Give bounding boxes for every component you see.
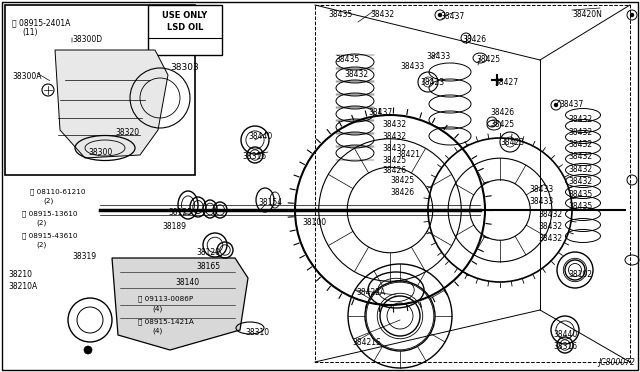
Text: USE ONLY: USE ONLY: [163, 12, 207, 20]
Text: 38432: 38432: [568, 115, 592, 124]
Text: 38210: 38210: [8, 270, 32, 279]
Text: 38435: 38435: [335, 55, 359, 64]
Text: 38432: 38432: [568, 128, 592, 137]
Text: 38432: 38432: [344, 70, 368, 79]
Text: 38310: 38310: [245, 328, 269, 337]
Text: 38437: 38437: [440, 12, 464, 21]
Text: Ⓦ 08915-2401A: Ⓦ 08915-2401A: [12, 18, 70, 27]
Text: 38165: 38165: [196, 262, 220, 271]
Text: Ⓦ 08915-13610: Ⓦ 08915-13610: [22, 210, 77, 217]
Text: 38435: 38435: [568, 190, 592, 199]
Polygon shape: [112, 258, 248, 350]
Text: 38316: 38316: [242, 152, 266, 161]
Text: 38189: 38189: [162, 222, 186, 231]
Text: (4): (4): [152, 328, 163, 334]
Text: 38210A: 38210A: [8, 282, 37, 291]
Text: 38154: 38154: [258, 198, 282, 207]
Circle shape: [438, 13, 442, 17]
Text: 38433: 38433: [529, 185, 553, 194]
Text: 38427: 38427: [494, 78, 518, 87]
Polygon shape: [55, 50, 168, 158]
Text: 38435: 38435: [568, 202, 592, 211]
Text: 38300D: 38300D: [72, 35, 102, 44]
Circle shape: [84, 346, 92, 354]
Text: (2): (2): [36, 242, 46, 248]
Text: 38140: 38140: [175, 278, 199, 287]
Text: 38432: 38432: [382, 120, 406, 129]
Text: 38435: 38435: [328, 10, 352, 19]
Text: 38437: 38437: [368, 108, 392, 117]
Text: 38316: 38316: [553, 342, 577, 351]
Text: 38300A: 38300A: [12, 72, 42, 81]
Text: 38426: 38426: [382, 166, 406, 175]
Text: 38320: 38320: [115, 128, 139, 137]
Text: 38432: 38432: [382, 132, 406, 141]
Text: 38423: 38423: [420, 78, 444, 87]
Text: 38432: 38432: [538, 222, 562, 231]
Text: 38421: 38421: [396, 150, 420, 159]
Text: 38433: 38433: [400, 62, 424, 71]
Text: 38426: 38426: [490, 108, 514, 117]
Circle shape: [554, 103, 558, 107]
Text: Ⓦ 08915-43610: Ⓦ 08915-43610: [22, 232, 77, 238]
Text: 38425: 38425: [390, 176, 414, 185]
Text: 38426: 38426: [390, 188, 414, 197]
Text: (2): (2): [43, 198, 53, 205]
Text: 38432: 38432: [568, 140, 592, 149]
Text: 38100: 38100: [302, 218, 326, 227]
Text: 38303: 38303: [171, 64, 200, 73]
Text: 38425: 38425: [490, 120, 514, 129]
Text: (4): (4): [152, 305, 163, 311]
Text: 38432: 38432: [568, 165, 592, 174]
Text: 38421S: 38421S: [352, 338, 381, 347]
Text: 38440: 38440: [553, 330, 577, 339]
Text: 38432: 38432: [382, 144, 406, 153]
Text: Ⓑ 08110-61210: Ⓑ 08110-61210: [30, 188, 86, 195]
Text: 38432: 38432: [568, 177, 592, 186]
Text: 38422A: 38422A: [356, 288, 385, 297]
Text: 38432: 38432: [538, 234, 562, 243]
Text: 38432: 38432: [370, 10, 394, 19]
Text: Ⓦ 08915-1421A: Ⓦ 08915-1421A: [138, 318, 194, 325]
Text: 38120: 38120: [196, 248, 220, 257]
Text: 38425: 38425: [382, 156, 406, 165]
Text: 38420N: 38420N: [572, 10, 602, 19]
Text: 38437: 38437: [559, 100, 583, 109]
Text: 38432: 38432: [568, 152, 592, 161]
Text: (11): (11): [22, 28, 38, 37]
Text: JC800072: JC800072: [598, 358, 635, 367]
Text: 38432: 38432: [538, 210, 562, 219]
Text: LSD OIL: LSD OIL: [167, 23, 203, 32]
Text: 38426: 38426: [462, 35, 486, 44]
Text: Ⓑ 09113-0086P: Ⓑ 09113-0086P: [138, 295, 193, 302]
Text: 38433: 38433: [529, 197, 553, 206]
Bar: [5, 5, 195, 175]
Circle shape: [630, 13, 634, 17]
Text: 38319: 38319: [72, 252, 96, 261]
Text: (2): (2): [36, 220, 46, 227]
Bar: [148, 5, 222, 55]
Text: 38423: 38423: [500, 138, 524, 147]
Text: 38433: 38433: [426, 52, 451, 61]
Text: 38125: 38125: [168, 208, 192, 217]
Text: 38425: 38425: [476, 55, 500, 64]
Text: 38102: 38102: [568, 270, 592, 279]
Text: 38440: 38440: [248, 132, 272, 141]
Text: 38300: 38300: [88, 148, 112, 157]
